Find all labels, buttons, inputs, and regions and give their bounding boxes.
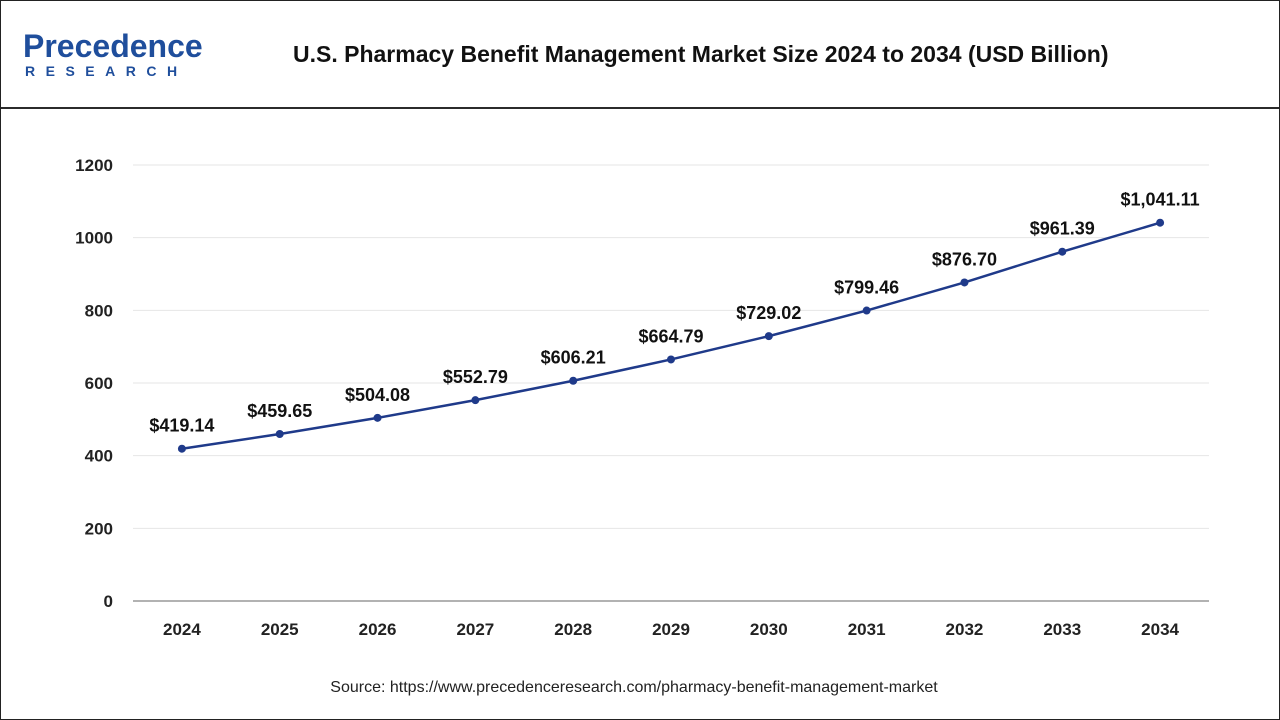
data-label: $504.08 (345, 385, 410, 405)
data-label: $552.79 (443, 367, 508, 387)
y-tick-label: 1000 (75, 229, 113, 248)
x-tick-label: 2028 (554, 620, 592, 639)
data-label: $729.02 (736, 303, 801, 323)
data-label: $419.14 (149, 416, 214, 436)
brand-logo: Precedence RESEARCH (23, 29, 223, 85)
logo-wordmark: Precedence (23, 28, 203, 64)
x-tick-label: 2025 (261, 620, 299, 639)
data-label: $459.65 (247, 401, 312, 421)
x-tick-label: 2031 (848, 620, 886, 639)
data-point (471, 396, 480, 405)
data-point (960, 278, 969, 287)
y-tick-label: 1200 (75, 156, 113, 175)
data-point (862, 306, 871, 315)
data-point (177, 444, 186, 453)
chart-title: U.S. Pharmacy Benefit Management Market … (293, 41, 1109, 67)
x-tick-label: 2026 (359, 620, 397, 639)
data-point (373, 413, 382, 422)
data-point (1058, 247, 1067, 256)
x-tick-label: 2034 (1141, 620, 1179, 639)
y-tick-label: 600 (85, 374, 113, 393)
y-tick-label: 400 (85, 447, 113, 466)
data-label: $606.21 (541, 348, 606, 368)
data-point (1156, 218, 1165, 227)
data-label: $799.46 (834, 278, 899, 298)
x-tick-label: 2030 (750, 620, 788, 639)
data-label: $876.70 (932, 249, 997, 269)
data-point (569, 376, 578, 385)
data-label: $961.39 (1030, 219, 1095, 239)
line-chart: 0 200 400 600 800 1000 1200 2024 2025 2026 2027 202… (75, 156, 1209, 639)
y-tick-label: 200 (85, 519, 113, 538)
x-tick-label: 2032 (946, 620, 984, 639)
data-label: $1,041.11 (1121, 190, 1200, 210)
x-tick-label: 2027 (456, 620, 494, 639)
x-tick-label: 2033 (1043, 620, 1081, 639)
logo-subtitle: RESEARCH (25, 63, 188, 79)
data-point (275, 429, 284, 438)
data-point (667, 355, 675, 364)
source-note: Source: https://www.precedenceresearch.c… (330, 679, 938, 696)
y-tick-label: 0 (104, 592, 113, 611)
x-tick-label: 2024 (163, 620, 201, 639)
data-label: $664.79 (638, 326, 703, 346)
y-tick-label: 800 (85, 301, 113, 320)
header: Precedence RESEARCH U.S. Pharmacy Benefi… (1, 1, 1279, 109)
data-point (764, 332, 773, 341)
x-tick-label: 2029 (652, 620, 690, 639)
